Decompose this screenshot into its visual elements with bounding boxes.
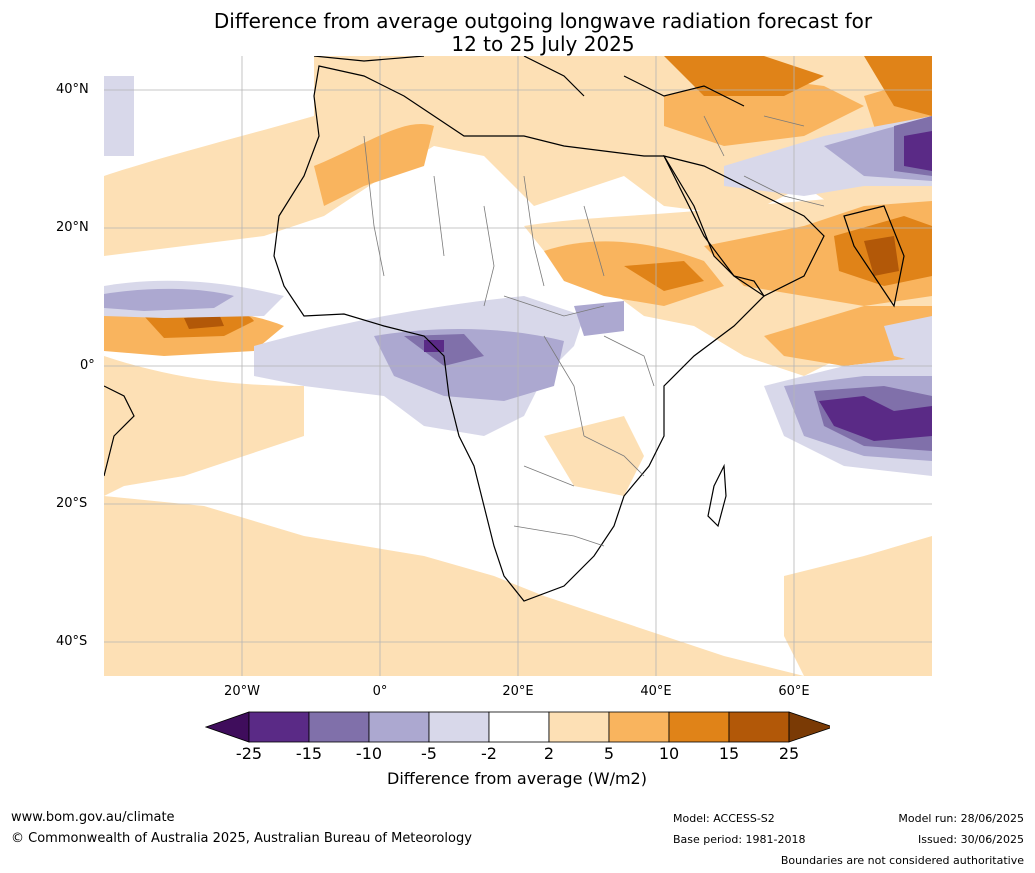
lon-label-0: 0° — [372, 684, 388, 699]
colorbar-tick-label: -10 — [355, 744, 383, 763]
colorbar-tick-label: -2 — [481, 744, 497, 763]
footer-issued: Issued: 30/06/2025 — [917, 833, 1024, 846]
anomaly-darkest-purple-fields — [424, 131, 932, 441]
colorbar-cell — [668, 711, 730, 743]
lat-label-40s: 40°S — [56, 634, 88, 649]
colorbar-tick-label: 15 — [718, 744, 740, 763]
colorbar — [205, 711, 830, 743]
footer-model: Model: ACCESS-S2 — [673, 812, 775, 825]
anomaly-brown-fields — [184, 236, 899, 329]
footer-copyright: © Commonwealth of Australia 2025, Austra… — [11, 831, 472, 846]
graticule — [104, 56, 932, 676]
colorbar-tick-label: 25 — [778, 744, 800, 763]
colorbar-tick-label: 10 — [658, 744, 680, 763]
olr-anomaly-map — [104, 56, 932, 676]
lat-label-40n: 40°N — [56, 82, 89, 97]
lon-label-20w: 20°W — [224, 684, 260, 699]
colorbar-cell — [488, 711, 550, 743]
india-coastline — [843, 205, 905, 308]
colorbar-cell — [368, 711, 430, 743]
colorbar-cell — [248, 711, 310, 743]
madagascar-coastline — [707, 463, 727, 528]
footer-website: www.bom.gov.au/climate — [11, 810, 175, 825]
lat-label-20n: 20°N — [56, 220, 89, 235]
africa-coastline — [273, 65, 765, 602]
colorbar-tick-label: 5 — [603, 744, 615, 763]
lon-label-40e: 40°E — [640, 684, 672, 699]
coastlines — [104, 56, 905, 602]
title-line-2: 12 to 25 July 2025 — [451, 32, 635, 56]
colorbar-tick-label: -15 — [295, 744, 323, 763]
colorbar-tick-label: -5 — [421, 744, 437, 763]
lat-label-equator: 0° — [80, 358, 95, 373]
south-america-coastline — [104, 385, 135, 477]
colorbar-cell — [728, 711, 790, 743]
colorbar-extend-low — [205, 711, 250, 743]
colorbar-tick-label: 2 — [543, 744, 555, 763]
lon-label-60e: 60°E — [778, 684, 810, 699]
colorbar-cell — [308, 711, 370, 743]
colorbar-extend-high — [788, 711, 830, 743]
title-line-1: Difference from average outgoing longwav… — [213, 9, 873, 33]
colorbar-cell — [428, 711, 490, 743]
colorbar-cell — [608, 711, 670, 743]
country-borders — [363, 115, 825, 547]
map-canvas — [104, 56, 932, 676]
footer-model-run: Model run: 28/06/2025 — [898, 812, 1024, 825]
colorbar-label: Difference from average (W/m2) — [387, 769, 647, 788]
arabia-coastline — [662, 155, 825, 297]
colorbar-tick-label: -25 — [235, 744, 263, 763]
footer-disclaimer: Boundaries are not considered authoritat… — [780, 854, 1024, 867]
europe-coastline — [313, 56, 745, 107]
footer-base-period: Base period: 1981-2018 — [673, 833, 806, 846]
lat-label-20s: 20°S — [56, 496, 88, 511]
colorbar-cell — [548, 711, 610, 743]
lon-label-20e: 20°E — [502, 684, 534, 699]
map-title: Difference from average outgoing longwav… — [105, 10, 981, 56]
